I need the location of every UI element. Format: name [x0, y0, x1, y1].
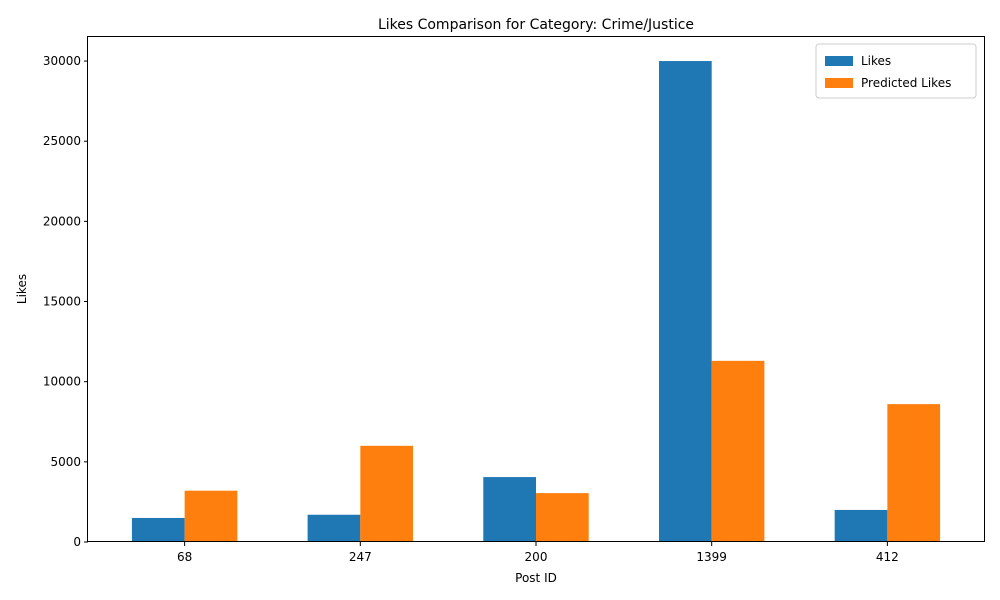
x-tick-label: 247 — [349, 550, 372, 564]
bar-predicted-likes-68 — [184, 490, 238, 542]
y-tick-label: 20000 — [43, 214, 81, 228]
chart-title: Likes Comparison for Category: Crime/Jus… — [378, 17, 694, 33]
bar-likes-200 — [483, 477, 536, 542]
y-tick-label: 30000 — [43, 54, 81, 68]
x-tick-label: 200 — [525, 550, 548, 564]
y-tick-label: 25000 — [43, 134, 81, 148]
bar-likes-68 — [131, 517, 185, 542]
legend-frame — [815, 43, 977, 99]
y-axis-ticks: 0 5000 10000 15000 20000 25000 30000 — [43, 54, 88, 549]
x-tick-label: 68 — [177, 550, 192, 564]
y-tick-label: 10000 — [43, 375, 81, 389]
bar-predicted-likes-1399 — [711, 360, 765, 542]
bar-predicted-likes-247 — [360, 445, 414, 542]
x-axis-label: Post ID — [515, 571, 557, 585]
x-tick-label: 412 — [876, 550, 899, 564]
plot-frame — [87, 36, 985, 542]
bar-likes-1399 — [658, 61, 712, 543]
bar-predicted-likes-412 — [887, 404, 941, 542]
legend-swatch — [825, 56, 853, 66]
y-tick-label: 5000 — [50, 455, 81, 469]
y-tick-label: 0 — [73, 535, 81, 549]
bar-likes-247 — [307, 514, 361, 542]
legend-label: Likes — [861, 54, 891, 68]
x-tick-label: 1399 — [696, 550, 727, 564]
bar-predicted-likes-200 — [536, 493, 589, 542]
bar-likes-412 — [834, 509, 888, 542]
y-axis-label: Likes — [15, 274, 29, 304]
legend: Likes Predicted Likes — [815, 43, 977, 99]
y-tick-label: 15000 — [43, 295, 81, 309]
x-axis-ticks: 68 247 200 1399 412 — [177, 542, 899, 564]
legend-label: Predicted Likes — [861, 76, 951, 90]
legend-swatch — [825, 78, 853, 88]
bars-group — [131, 61, 941, 543]
